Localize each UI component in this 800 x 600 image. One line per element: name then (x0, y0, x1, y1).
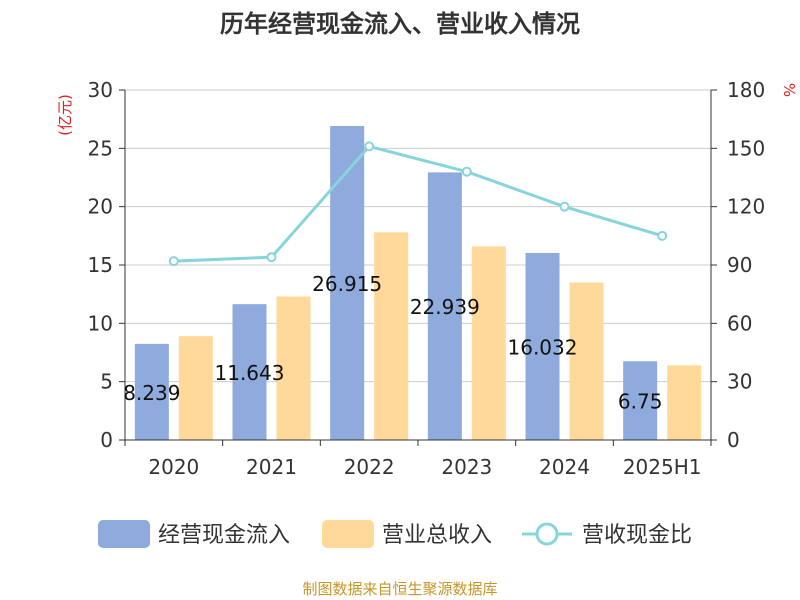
chart-title: 历年经营现金流入、营业收入情况 (220, 10, 580, 38)
x-tick-label: 2023 (441, 455, 492, 479)
x-tick-label: 2020 (148, 455, 199, 479)
line-营收现金比 (173, 144, 663, 263)
bar-营业总收入 (569, 282, 604, 440)
data-label: 11.643 (215, 361, 285, 385)
data-label: 16.032 (508, 335, 578, 359)
y-left-tick-label: 15 (88, 253, 113, 277)
point-营收现金比 (461, 166, 472, 177)
legend-swatch-营业总收入 (322, 520, 374, 548)
x-tick-label: 2024 (539, 455, 590, 479)
bar-经营现金流入 (330, 125, 365, 440)
y-left-tick-label: 0 (100, 428, 113, 452)
bar-经营现金流入 (623, 361, 658, 440)
point-营收现金比 (266, 252, 277, 263)
point-营收现金比 (559, 201, 570, 212)
bar-经营现金流入 (134, 343, 169, 440)
x-tick-label: 2022 (344, 455, 395, 479)
y-right-axis-title: % (780, 83, 798, 97)
bar-营业总收入 (276, 296, 311, 440)
point-营收现金比 (364, 141, 375, 152)
legend-label: 营收现金比 (582, 523, 692, 548)
y-right-tick-label: 30 (727, 370, 752, 394)
y-right-tick-label: 0 (727, 428, 740, 452)
bar-营业总收入 (667, 365, 702, 440)
y-right-tick-label: 90 (727, 253, 752, 277)
bar-经营现金流入 (232, 304, 267, 440)
y-left-tick-label: 25 (88, 136, 113, 160)
x-tick-label: 2021 (246, 455, 297, 479)
y-right-tick-label: 150 (727, 136, 765, 160)
bar-经营现金流入 (525, 252, 560, 440)
x-tick-label: 2025H1 (623, 455, 702, 479)
point-营收现金比 (657, 230, 668, 241)
y-left-axis-title: (亿元) (56, 94, 74, 136)
bar-经营现金流入 (427, 172, 462, 440)
point-营收现金比 (168, 256, 179, 267)
y-right-tick-label: 180 (727, 78, 765, 102)
y-left-tick-label: 10 (88, 311, 113, 335)
y-left-tick-label: 5 (100, 370, 113, 394)
data-label: 8.239 (123, 381, 180, 405)
y-left-tick-label: 20 (88, 195, 113, 219)
y-right-tick-label: 60 (727, 311, 752, 335)
legend-label: 营业总收入 (382, 523, 492, 548)
y-right-tick-label: 120 (727, 195, 765, 219)
y-left-tick-label: 30 (88, 78, 113, 102)
legend-label: 经营现金流入 (158, 523, 290, 548)
data-label: 22.939 (410, 295, 480, 319)
legend-marker-营收现金比 (535, 522, 559, 546)
source-note: 制图数据来自恒生聚源数据库 (302, 580, 498, 598)
bar-营业总收入 (471, 246, 506, 440)
bar-营业总收入 (374, 232, 409, 440)
legend-swatch-经营现金流入 (98, 520, 150, 548)
data-label: 6.75 (618, 390, 663, 414)
data-label: 26.915 (312, 272, 382, 296)
bar-营业总收入 (178, 336, 213, 440)
